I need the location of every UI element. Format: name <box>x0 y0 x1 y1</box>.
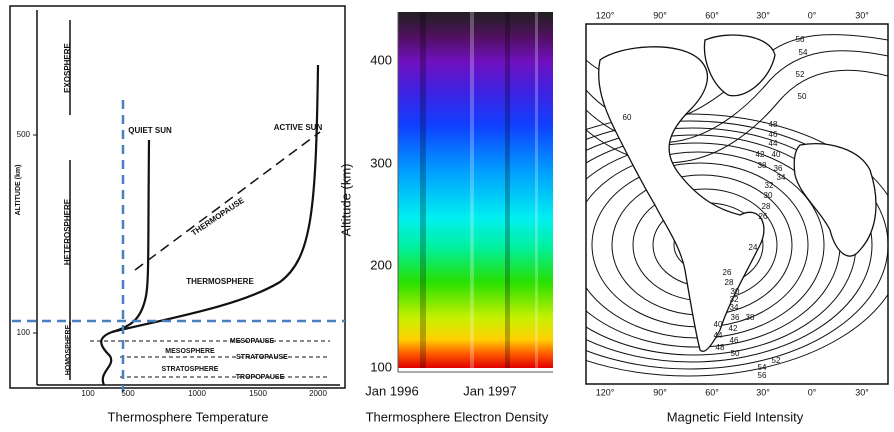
x-tick-label: Jan 1996 <box>365 383 419 398</box>
longitude-label: 0° <box>808 387 817 397</box>
annotation: MESOPAUSE <box>230 338 275 345</box>
contour-label: 28 <box>725 278 734 287</box>
caption: Magnetic Field Intensity <box>667 409 804 424</box>
annotation: THERMOSPHERE <box>186 277 254 286</box>
x-tick-label: 500 <box>121 389 135 398</box>
contour-label: 36 <box>731 313 740 322</box>
frame <box>585 23 889 385</box>
contour-label: 50 <box>798 92 807 101</box>
contour-label: 34 <box>730 303 739 312</box>
longitude-label: 30° <box>855 10 869 20</box>
annotation: EXOSPHERE <box>63 42 72 92</box>
annotation: HOMOSPHERE <box>65 324 72 375</box>
axis-label: Altitude (km) <box>338 164 353 237</box>
annotation: TROPOPAUSE <box>236 374 285 381</box>
contour-label: 54 <box>758 363 767 372</box>
contour-label: 44 <box>769 139 778 148</box>
longitude-label: 90° <box>653 10 667 20</box>
contour-label: 56 <box>758 371 767 380</box>
contour-label: 38 <box>758 161 767 170</box>
quiet-sun-curve <box>100 139 151 386</box>
magnetic-panel <box>585 23 889 385</box>
texture <box>420 12 538 368</box>
contour-label: 46 <box>769 130 778 139</box>
longitude-label: 120° <box>596 10 615 20</box>
contour-label: 60 <box>623 113 632 122</box>
longitude-label: 30° <box>855 387 869 397</box>
contour-label: 26 <box>759 212 768 221</box>
x-tick-label: Jan 1997 <box>463 383 517 398</box>
annotation: HETEROSPHERE <box>63 198 72 265</box>
contour-label: 50 <box>731 349 740 358</box>
y-tick-label: 500 <box>17 130 31 139</box>
contour-label: 32 <box>765 181 774 190</box>
annotation: STRATOSPHERE <box>162 366 219 373</box>
longitude-label: 60° <box>705 10 719 20</box>
contour-label: 28 <box>762 202 771 211</box>
longitude-label: 120° <box>596 387 615 397</box>
contour-label: 38 <box>746 313 755 322</box>
longitude-label: 30° <box>756 387 770 397</box>
annotation: ALTITUDE (km) <box>15 165 22 216</box>
contour-label: 26 <box>723 268 732 277</box>
thermopause-line <box>134 131 321 271</box>
y-tick-label: 200 <box>370 257 392 272</box>
longitude-label: 90° <box>653 387 667 397</box>
density-image <box>398 12 553 368</box>
contour-label: 36 <box>774 164 783 173</box>
contour-label: 32 <box>730 295 739 304</box>
contour-label: 54 <box>799 48 808 57</box>
annotation: MESOSPHERE <box>165 348 215 355</box>
active-sun-curve <box>111 64 320 334</box>
annotation: QUIET SUN <box>128 126 172 135</box>
y-tick-label: 100 <box>17 328 31 337</box>
contour-label: 52 <box>796 70 805 79</box>
x-tick-label: 100 <box>81 389 95 398</box>
contour-label: 48 <box>769 120 778 129</box>
contour-label: 30 <box>764 191 773 200</box>
contour-label: 24 <box>749 243 758 252</box>
x-tick-label: 1500 <box>249 389 267 398</box>
temperature-panel <box>9 5 346 392</box>
contour-label: 44 <box>714 331 723 340</box>
longitude-label: 60° <box>705 387 719 397</box>
x-tick-label: 1000 <box>188 389 206 398</box>
x-tick-label: 2000 <box>309 389 327 398</box>
annotation: STRATOPAUSE <box>236 354 288 361</box>
y-tick-label: 400 <box>370 52 392 67</box>
contour-label: 48 <box>716 343 725 352</box>
contour-label: 52 <box>772 356 781 365</box>
caption: Thermosphere Temperature <box>108 409 269 424</box>
annotation: THERMOPAUSE <box>190 195 247 237</box>
contour-label: 42 <box>729 324 738 333</box>
annotation: ACTIVE SUN <box>274 123 323 132</box>
contour-label: 34 <box>777 173 786 182</box>
longitude-label: 30° <box>756 10 770 20</box>
contour-label: 56 <box>796 35 805 44</box>
contour-label: 42 <box>756 150 765 159</box>
caption: Thermosphere Electron Density <box>366 409 549 424</box>
contour-label: 40 <box>772 150 781 159</box>
y-tick-label: 100 <box>370 359 392 374</box>
contour-label: 46 <box>730 336 739 345</box>
contour-label: 30 <box>731 287 740 296</box>
y-tick-label: 300 <box>370 155 392 170</box>
contour-label: 40 <box>714 320 723 329</box>
land <box>598 34 877 352</box>
frame <box>9 5 346 389</box>
density-panel <box>397 12 553 373</box>
longitude-label: 0° <box>808 10 817 20</box>
